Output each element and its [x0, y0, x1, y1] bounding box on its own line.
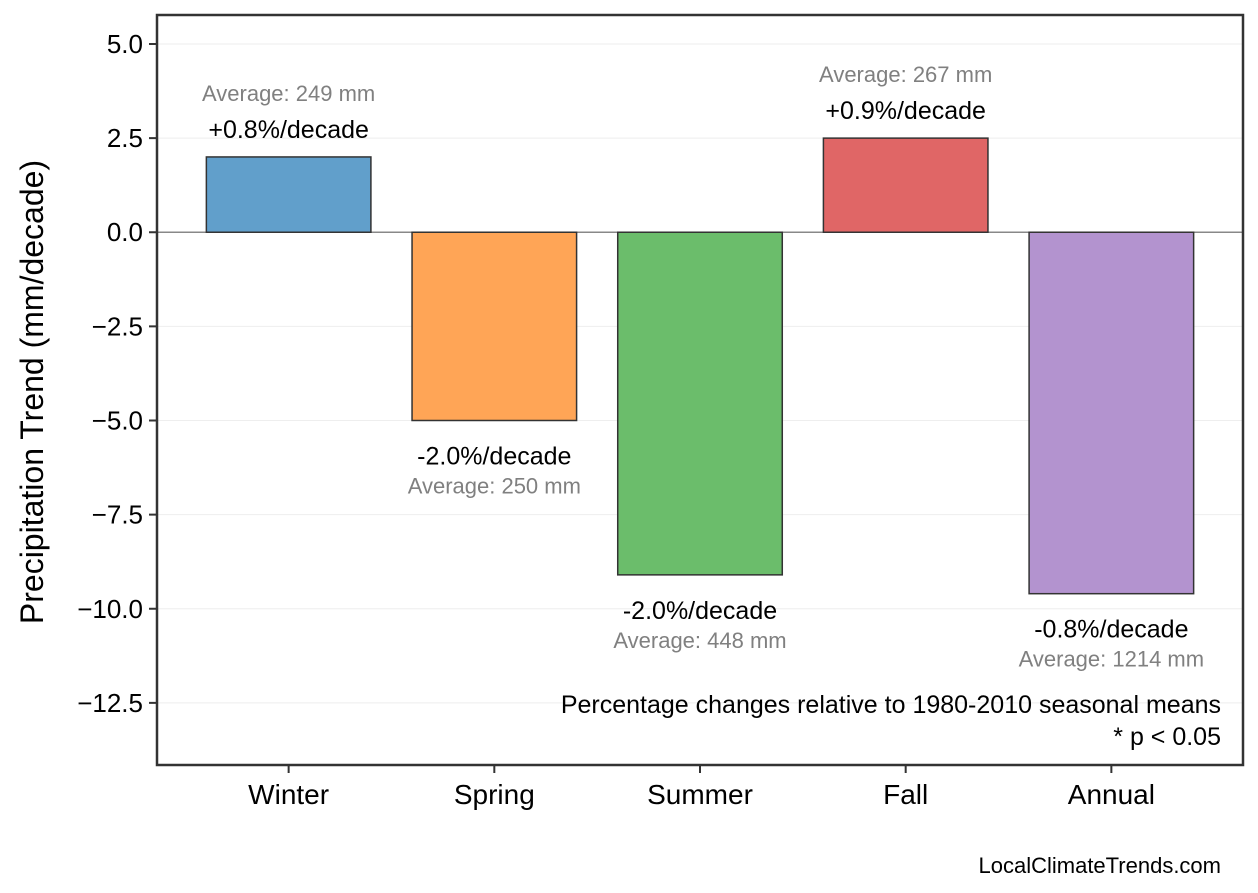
- pct-label: +0.8%/decade: [208, 116, 369, 144]
- x-axis: Winter Spring Summer Fall Annual: [248, 765, 1155, 810]
- y-tick-label: −7.5: [92, 500, 143, 530]
- y-tick-label: −12.5: [77, 688, 143, 718]
- y-tick-label: 5.0: [107, 29, 143, 59]
- bar-labels: +0.8%/decade Average: 249 mm -2.0%/decade A…: [202, 62, 1204, 672]
- y-tick-label: −10.0: [77, 594, 143, 624]
- x-tick-label: Summer: [647, 779, 753, 810]
- average-label: Average: 249 mm: [202, 81, 375, 106]
- pct-label: -2.0%/decade: [623, 597, 777, 625]
- y-axis-label: Precipitation Trend (mm/decade): [14, 160, 50, 624]
- y-tick-label: 0.0: [107, 217, 143, 247]
- bar-winter: [205, 156, 372, 233]
- average-label: Average: 448 mm: [613, 628, 786, 653]
- x-tick-label: Spring: [454, 779, 535, 810]
- y-tick-label: 2.5: [107, 123, 143, 153]
- x-tick-label: Winter: [248, 779, 329, 810]
- bars: [205, 137, 1195, 595]
- note-line-1: Percentage changes relative to 1980-2010…: [561, 691, 1221, 719]
- bar-annual: [1028, 231, 1195, 595]
- bar-fall: [822, 137, 989, 233]
- average-label: Average: 1214 mm: [1019, 647, 1204, 672]
- pct-label: -2.0%/decade: [417, 442, 571, 470]
- average-label: Average: 250 mm: [408, 473, 581, 498]
- pct-label: -0.8%/decade: [1034, 616, 1188, 644]
- y-tick-label: −5.0: [92, 405, 143, 435]
- bar-summer: [616, 231, 784, 576]
- x-tick-label: Fall: [883, 779, 928, 810]
- pct-label: +0.9%/decade: [825, 97, 986, 125]
- x-tick-label: Annual: [1068, 779, 1155, 810]
- bar-spring: [411, 231, 578, 422]
- y-tick-label: −2.5: [92, 311, 143, 341]
- y-axis: 5.0 2.5 0.0 −2.5 −5.0 −7.5 −10.0 −12.5: [77, 29, 157, 718]
- note-line-2: * p < 0.05: [1113, 723, 1221, 751]
- average-label: Average: 267 mm: [819, 62, 992, 87]
- source-credit: LocalClimateTrends.com: [979, 853, 1222, 878]
